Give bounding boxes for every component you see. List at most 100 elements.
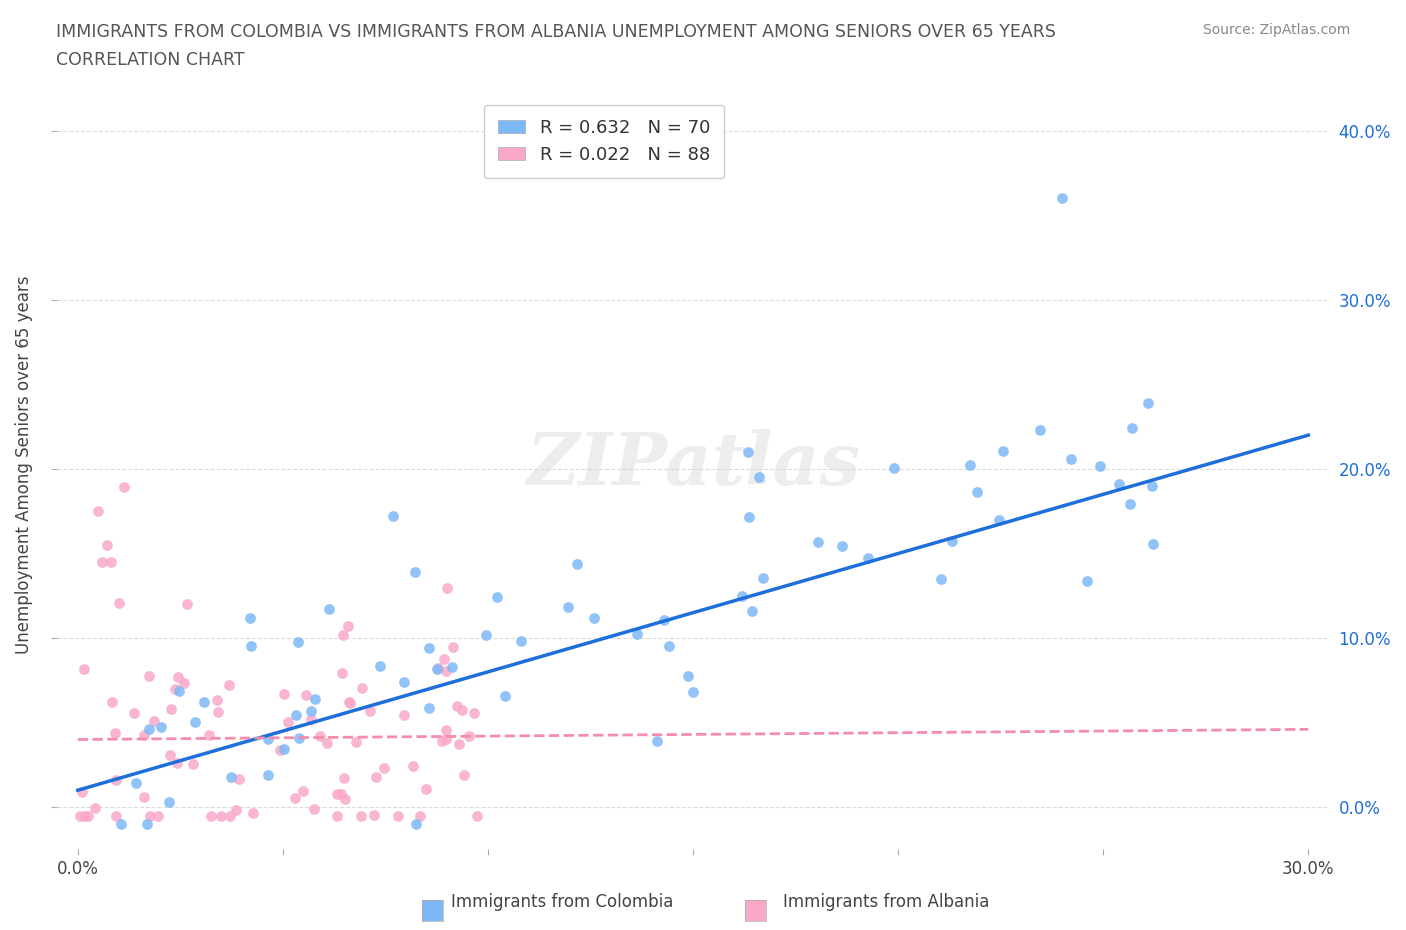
Point <box>139 808 162 823</box>
Point <box>392 708 415 723</box>
Point <box>287 634 309 649</box>
Point <box>883 460 905 475</box>
Point <box>257 768 280 783</box>
Point <box>218 808 240 823</box>
Point <box>368 658 391 673</box>
Point <box>159 702 181 717</box>
Point <box>183 715 205 730</box>
Point <box>104 725 127 740</box>
Text: IMMIGRANTS FROM COLOMBIA VS IMMIGRANTS FROM ALBANIA UNEMPLOYMENT AMONG SENIORS O: IMMIGRANTS FROM COLOMBIA VS IMMIGRANTS F… <box>56 23 1056 41</box>
Point <box>76 808 98 823</box>
Point <box>73 808 96 823</box>
Point <box>447 737 470 751</box>
Point <box>509 634 531 649</box>
Point <box>373 761 395 776</box>
Point <box>193 695 215 710</box>
Point <box>332 665 354 680</box>
Point <box>748 470 770 485</box>
Point <box>150 719 173 734</box>
Point <box>418 700 440 715</box>
Point <box>207 705 229 720</box>
Point <box>304 802 326 817</box>
Point <box>363 807 385 822</box>
Point <box>339 696 361 711</box>
Point <box>326 808 349 823</box>
Point <box>240 639 263 654</box>
Point <box>112 480 135 495</box>
Point <box>69 808 91 823</box>
Point <box>110 817 132 831</box>
Point <box>737 445 759 459</box>
Point <box>453 767 475 782</box>
Point <box>330 787 353 802</box>
Point <box>333 770 356 785</box>
Point <box>350 681 373 696</box>
Point <box>929 571 952 586</box>
Point <box>582 611 605 626</box>
Point <box>404 565 426 579</box>
Point <box>91 554 114 569</box>
Point <box>738 510 761 525</box>
Point <box>337 694 360 709</box>
Point <box>344 735 367 750</box>
Point <box>70 785 93 800</box>
Point <box>1142 537 1164 551</box>
Legend: R = 0.632   N = 70, R = 0.022   N = 88: R = 0.632 N = 70, R = 0.022 N = 88 <box>484 104 724 179</box>
Point <box>209 808 232 823</box>
Point <box>325 786 347 801</box>
Point <box>138 669 160 684</box>
Point <box>173 675 195 690</box>
Point <box>336 618 359 633</box>
Point <box>242 805 264 820</box>
Point <box>941 534 963 549</box>
Point <box>441 640 464 655</box>
Point <box>138 722 160 737</box>
Point <box>1090 459 1112 474</box>
Point <box>1076 574 1098 589</box>
Point <box>359 704 381 719</box>
Point <box>1060 452 1083 467</box>
Point <box>682 684 704 699</box>
Point <box>96 538 118 552</box>
Point <box>434 664 457 679</box>
Point <box>169 683 191 698</box>
Point <box>446 698 468 713</box>
Point <box>304 691 326 706</box>
Point <box>277 714 299 729</box>
Point <box>991 444 1014 458</box>
Point <box>652 613 675 628</box>
Point <box>157 794 180 809</box>
Point <box>143 714 166 729</box>
Point <box>299 711 322 726</box>
Point <box>418 640 440 655</box>
Point <box>676 669 699 684</box>
Point <box>136 817 159 831</box>
Point <box>167 670 190 684</box>
Point <box>465 808 488 823</box>
Point <box>458 728 481 743</box>
Point <box>440 659 463 674</box>
Point <box>269 743 291 758</box>
Point <box>132 790 155 804</box>
Text: CORRELATION CHART: CORRELATION CHART <box>56 51 245 69</box>
Point <box>565 556 588 571</box>
Point <box>239 610 262 625</box>
Point <box>225 803 247 817</box>
Point <box>105 773 128 788</box>
Point <box>108 595 131 610</box>
Point <box>273 686 295 701</box>
Point <box>485 590 508 604</box>
Point <box>1140 479 1163 494</box>
Point <box>273 741 295 756</box>
Point <box>159 748 181 763</box>
Point <box>200 808 222 823</box>
Point <box>198 727 221 742</box>
Point <box>228 772 250 787</box>
Point <box>73 662 96 677</box>
Point <box>1108 476 1130 491</box>
Point <box>436 581 458 596</box>
Point <box>1118 497 1140 512</box>
Point <box>318 602 340 617</box>
Point <box>101 695 124 710</box>
Point <box>475 628 498 643</box>
